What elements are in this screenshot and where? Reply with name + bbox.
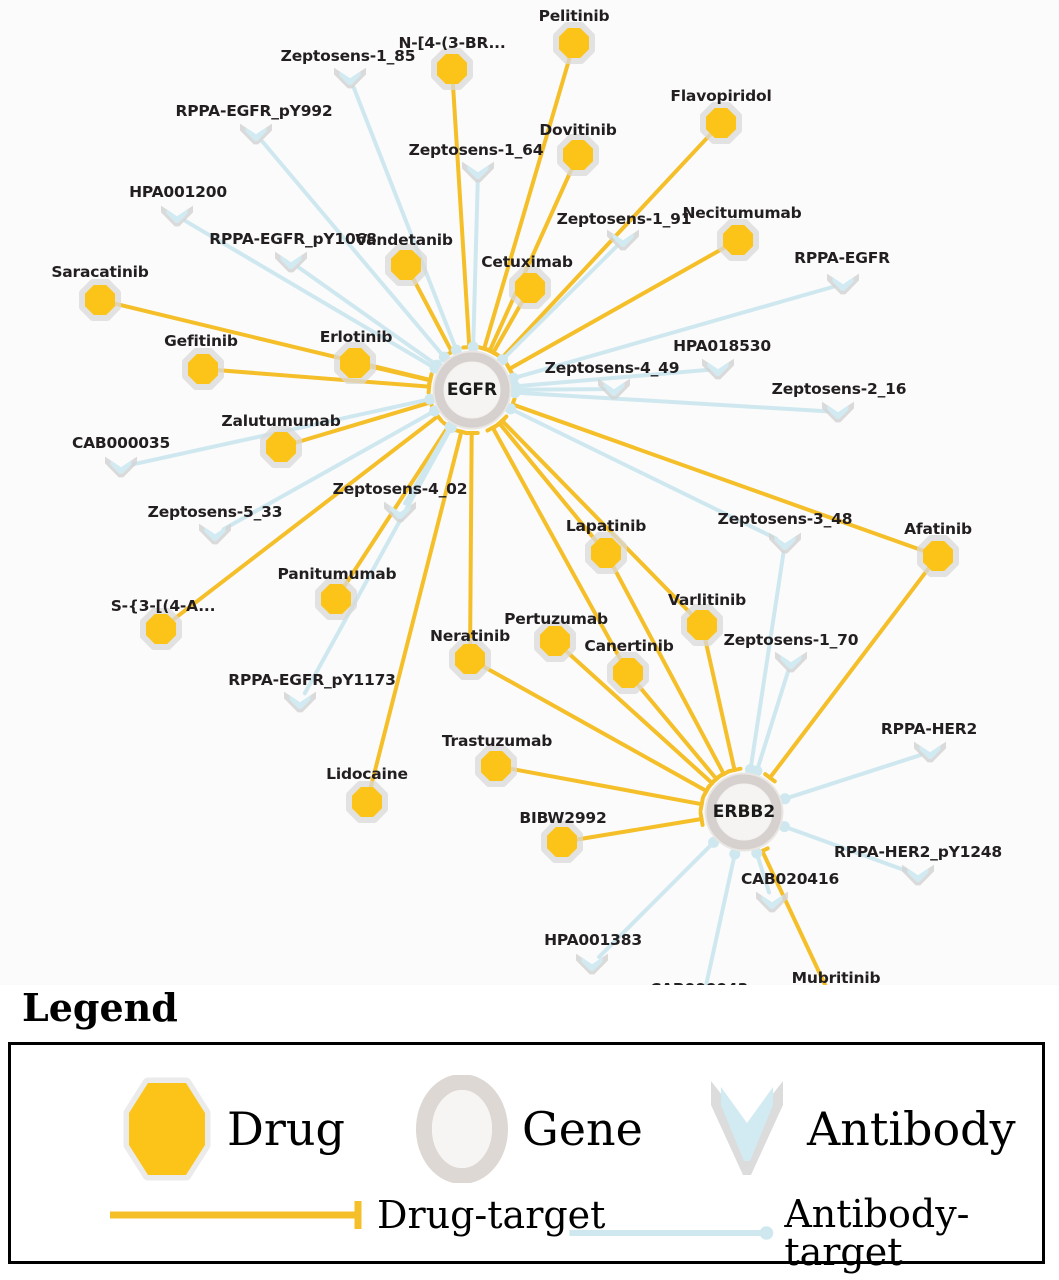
drug-node[interactable] [509,267,551,309]
edge-drug [503,765,705,813]
legend: Legend Drug Gene [0,985,1059,1280]
drug-node[interactable] [534,620,576,662]
edges-layer [107,50,934,1005]
ring-icon [416,1075,508,1183]
edge-drug [763,561,934,784]
antibody-node[interactable] [334,67,366,89]
legend-edges-row: Drug-target Antibody-target [11,1195,1042,1271]
network-svg [79,22,959,1005]
gene-node[interactable] [704,772,784,852]
drug-node[interactable] [260,426,302,468]
edge-antibody [751,847,772,895]
drug-node[interactable] [140,608,182,650]
edge-antibody [505,403,779,541]
edge-drug [569,811,705,843]
nodes-layer [79,22,959,1005]
drug-node[interactable] [431,48,473,90]
circle-line-icon [569,1226,774,1240]
edge-drug [754,846,833,999]
edge-drug [508,396,931,555]
edge-antibody [302,422,457,696]
tbar-line-icon [110,1201,362,1229]
edge-antibody [497,245,618,366]
legend-box: Drug Gene Antibody [8,1042,1045,1271]
edge-drug [463,430,480,652]
legend-label-gene: Gene [522,1102,643,1156]
drug-node[interactable] [681,604,723,646]
legend-label-drug-target: Drug-target [377,1193,606,1237]
antibody-node[interactable] [275,251,307,273]
drug-node[interactable] [79,279,121,321]
octagon-icon [123,1077,211,1181]
antibody-node[interactable] [756,891,788,913]
gene-node[interactable] [432,350,512,430]
edge-drug [702,632,743,774]
drug-node[interactable] [346,781,388,823]
edge-antibody [467,179,480,353]
drug-node[interactable] [182,348,224,390]
chevron-icon [711,1081,783,1175]
edge-antibody [509,387,831,414]
antibody-node[interactable] [384,501,416,523]
edge-antibody [778,821,911,874]
drug-node[interactable] [700,102,742,144]
legend-shapes-row: Drug Gene Antibody [11,1075,1042,1185]
legend-label-antibody-target: Antibody-target [784,1192,970,1274]
drug-node[interactable] [334,342,376,384]
edge-drug [494,128,717,365]
network-diagram: Pelitinib N-[4-(3-BR... Flavopiridol Doviti… [51,7,1003,1005]
legend-title: Legend [22,985,178,1030]
drug-node[interactable] [607,652,649,694]
edge-drug [450,76,478,350]
edge-antibody [507,284,836,384]
drug-node[interactable] [553,22,595,64]
drug-node[interactable] [585,532,627,574]
drug-node[interactable] [385,244,427,286]
antibody-node[interactable] [769,532,801,554]
legend-label-drug: Drug [227,1102,345,1156]
legend-label-antibody: Antibody [807,1102,1016,1156]
antibody-node[interactable] [914,741,946,763]
antibody-node[interactable] [822,401,854,423]
edge-drug [504,242,732,377]
antibody-node[interactable] [199,523,231,545]
edge-antibody [597,836,720,959]
legend-item-drug-target: Drug-target [106,1195,605,1235]
edge-drug [485,422,626,667]
drug-node[interactable] [541,821,583,863]
antibody-node[interactable] [702,358,734,380]
antibody-node[interactable] [902,864,934,886]
edge-antibody [700,848,741,1005]
drug-node[interactable] [917,535,959,577]
drug-node[interactable] [315,578,357,620]
legend-item-drug: Drug [121,1075,345,1183]
drug-node[interactable] [557,134,599,176]
edge-drug [632,678,724,785]
antibody-node[interactable] [607,229,639,251]
antibody-node[interactable] [598,378,630,400]
edge-drug [476,661,712,799]
antibody-node[interactable] [462,161,494,183]
antibody-node[interactable] [576,953,608,975]
antibody-node[interactable] [827,273,859,295]
drug-node[interactable] [475,745,517,787]
antibody-node[interactable] [161,205,193,227]
drug-node[interactable] [717,219,759,261]
antibody-node[interactable] [105,456,137,478]
legend-item-gene: Gene [416,1075,643,1183]
drug-node[interactable] [449,638,491,680]
antibody-node[interactable] [240,123,272,145]
legend-item-antibody-target: Antibody-target [566,1195,1042,1271]
edge-antibody [751,669,791,777]
antibody-node[interactable] [284,691,316,713]
legend-item-antibody: Antibody [701,1075,1016,1183]
edge-antibody [779,753,923,805]
antibody-node[interactable] [775,651,807,673]
edge-drug [495,414,698,620]
